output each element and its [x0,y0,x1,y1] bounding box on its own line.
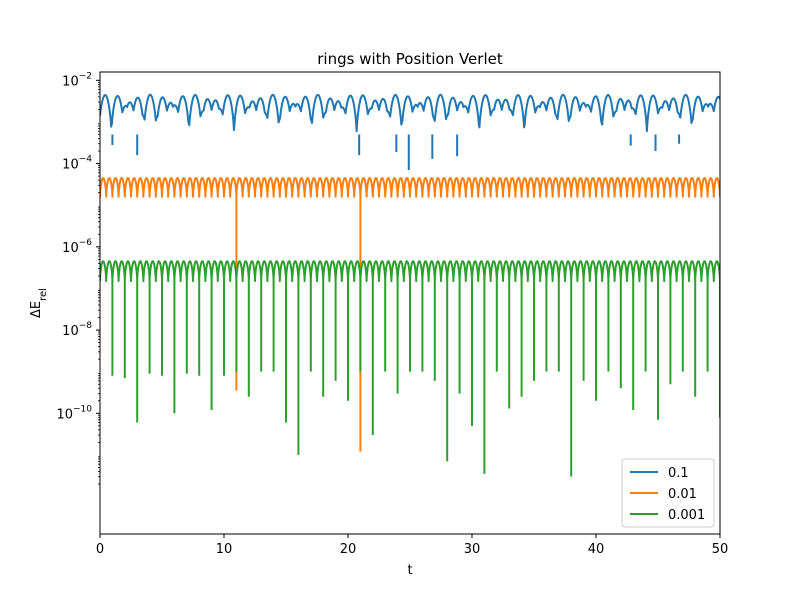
x-tick-label-4: 40 [588,542,605,557]
x-tick-label-0: 0 [96,542,104,557]
series-layer [100,93,720,477]
series-0.001 [100,260,720,477]
y-tick-label-base-0: 10 [62,74,79,89]
x-tick-label-3: 30 [464,542,481,557]
legend: 0.1 0.01 0.001 [621,458,715,528]
y-tick-label-base-4: 10 [56,407,73,422]
plot-frame [99,71,721,535]
y-tick-label-0: 10−2 [62,71,92,89]
y-axis-label: ΔErel [29,288,49,318]
y-axis-label-sub: rel [38,288,49,301]
legend-label-0.01: 0.01 [668,487,697,502]
y-tick-label-base-1: 10 [62,158,79,173]
legend-box [621,458,715,528]
legend-label-0.001: 0.001 [668,508,705,523]
series-line-0.1 [100,93,720,133]
y-tick-label-exp-3: −8 [79,321,93,331]
y-tick-label-1: 10−4 [62,155,92,173]
y-tick-label-exp-1: −4 [79,155,93,165]
y-tick-label-exp-2: −6 [79,238,93,248]
x-tick-label-5: 50 [712,542,729,557]
series-0.1 [100,93,720,171]
y-tick-label-4: 10−10 [56,404,92,422]
y-tick-label-2: 10−6 [62,238,92,256]
legend-label-0.1: 0.1 [668,466,689,481]
x-tick-label-2: 20 [340,542,357,557]
y-tick-label-exp-4: −10 [73,404,92,414]
y-axis-label-main: ΔE [29,301,44,318]
x-axis-label: t [407,563,412,578]
y-tick-label-base-2: 10 [62,241,79,256]
y-tick-label-exp-0: −2 [79,71,92,81]
x-tick-label-1: 10 [216,542,233,557]
y-tick-label-base-3: 10 [62,324,79,339]
series-line-0.01 [100,177,720,198]
chart-title: rings with Position Verlet [317,50,503,68]
y-tick-label-3: 10−8 [62,321,92,339]
